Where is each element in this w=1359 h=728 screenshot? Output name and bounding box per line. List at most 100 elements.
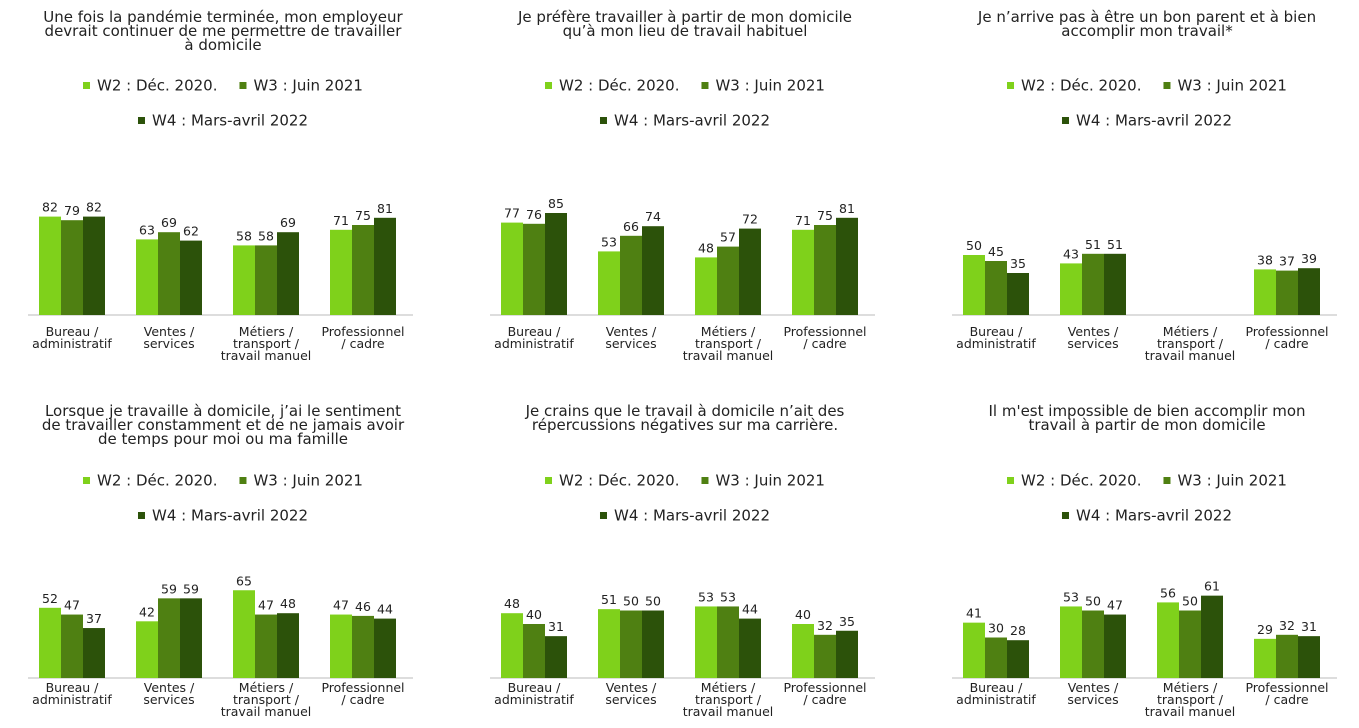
- data-label: 75: [817, 208, 833, 223]
- x-tick-label: Ventes / services: [1067, 324, 1119, 351]
- bar: [374, 618, 396, 678]
- data-label: 52: [42, 591, 58, 606]
- data-label: 71: [333, 213, 349, 228]
- data-label: 47: [64, 598, 80, 613]
- bar: [620, 610, 642, 678]
- legend-item: W2 : Déc. 2020.: [83, 77, 217, 95]
- bar: [39, 216, 61, 315]
- x-tick-label: Bureau / administratif: [32, 680, 112, 707]
- bar: [814, 634, 836, 678]
- data-label: 71: [795, 213, 811, 228]
- legend-label: W4 : Mars-avril 2022: [1076, 507, 1232, 525]
- bar: [1298, 268, 1320, 315]
- legend-label: W2 : Déc. 2020.: [1021, 77, 1141, 95]
- chart-title: Une fois la pandémie terminée, mon emplo…: [43, 8, 403, 54]
- bar: [1082, 253, 1104, 315]
- legend-label: W4 : Mars-avril 2022: [614, 507, 770, 525]
- bar: [963, 255, 985, 315]
- legend-label: W3 : Juin 2021: [715, 77, 825, 95]
- data-label: 58: [236, 228, 252, 243]
- data-label: 56: [1160, 585, 1176, 600]
- legend-swatch: [701, 82, 709, 89]
- bar: [180, 598, 202, 678]
- legend-label: W2 : Déc. 2020.: [559, 472, 679, 490]
- legend-label: W3 : Juin 2021: [1177, 472, 1287, 490]
- data-label: 72: [742, 212, 758, 227]
- legend-item: W2 : Déc. 2020.: [1007, 77, 1141, 95]
- legend-swatch: [239, 82, 247, 89]
- legend-item: W2 : Déc. 2020.: [1007, 472, 1141, 490]
- legend-label: W3 : Juin 2021: [1177, 77, 1287, 95]
- legend-swatch: [1007, 82, 1015, 89]
- x-tick-label: Bureau / administratif: [494, 324, 574, 351]
- data-label: 51: [1107, 237, 1123, 252]
- data-label: 61: [1204, 579, 1220, 594]
- data-label: 53: [1063, 589, 1079, 604]
- legend-item: W2 : Déc. 2020.: [83, 472, 217, 490]
- data-label: 31: [548, 619, 564, 634]
- data-label: 29: [1257, 622, 1273, 637]
- legend-swatch: [137, 512, 145, 519]
- legend-item: W3 : Juin 2021: [1163, 77, 1287, 95]
- data-label: 30: [988, 621, 1004, 636]
- x-tick-label: Métiers / transport / travail manuel: [1145, 680, 1236, 719]
- data-label: 53: [720, 589, 736, 604]
- data-label: 69: [280, 215, 296, 230]
- legend-item: W4 : Mars-avril 2022: [1061, 507, 1232, 525]
- legend-item: W4 : Mars-avril 2022: [599, 112, 770, 130]
- bar: [717, 606, 739, 678]
- legend-item: W4 : Mars-avril 2022: [599, 507, 770, 525]
- bar: [1179, 610, 1201, 678]
- legend-item: W4 : Mars-avril 2022: [137, 112, 308, 130]
- bar: [330, 229, 352, 315]
- data-label: 58: [258, 228, 274, 243]
- legend-label: W3 : Juin 2021: [253, 77, 363, 95]
- data-label: 85: [548, 196, 564, 211]
- data-label: 62: [183, 224, 199, 239]
- bar: [158, 598, 180, 678]
- bar: [1201, 595, 1223, 678]
- legend-label: W3 : Juin 2021: [715, 472, 825, 490]
- bar: [1060, 606, 1082, 678]
- data-label: 79: [64, 203, 80, 218]
- data-label: 35: [1010, 256, 1026, 271]
- chart: Je préfère travailler à partir de mon do…: [490, 8, 875, 363]
- legend-swatch: [83, 477, 91, 484]
- chart-title: Je préfère travailler à partir de mon do…: [517, 8, 852, 40]
- x-tick-label: Professionnel / cadre: [321, 680, 404, 707]
- x-tick-label: Ventes / services: [143, 680, 195, 707]
- data-label: 37: [1279, 254, 1295, 269]
- legend-swatch: [599, 117, 607, 124]
- x-tick-label: Ventes / services: [605, 324, 657, 351]
- chart-title: Je n’arrive pas à être un bon parent et …: [977, 8, 1316, 40]
- data-label: 50: [966, 238, 982, 253]
- chart: Je crains que le travail à domicile n’ai…: [490, 402, 875, 719]
- data-label: 42: [139, 604, 155, 619]
- bar: [695, 606, 717, 678]
- legend-label: W4 : Mars-avril 2022: [614, 112, 770, 130]
- legend-item: W3 : Juin 2021: [701, 77, 825, 95]
- bar: [545, 636, 567, 678]
- data-label: 48: [280, 596, 296, 611]
- bar: [277, 232, 299, 315]
- bar: [136, 239, 158, 315]
- bar: [158, 232, 180, 315]
- legend-item: W3 : Juin 2021: [239, 472, 363, 490]
- bar: [233, 590, 255, 678]
- legend-item: W4 : Mars-avril 2022: [1061, 112, 1232, 130]
- legend-label: W3 : Juin 2021: [253, 472, 363, 490]
- data-label: 35: [839, 614, 855, 629]
- x-tick-label: Professionnel / cadre: [1245, 680, 1328, 707]
- data-label: 50: [645, 594, 661, 609]
- data-label: 46: [355, 599, 371, 614]
- bar: [1104, 614, 1126, 678]
- data-label: 41: [966, 606, 982, 621]
- data-label: 65: [236, 573, 252, 588]
- legend-label: W2 : Déc. 2020.: [97, 472, 217, 490]
- bar: [501, 613, 523, 678]
- legend-label: W2 : Déc. 2020.: [559, 77, 679, 95]
- chart-title: Je crains que le travail à domicile n’ai…: [525, 402, 845, 434]
- legend-swatch: [545, 477, 553, 484]
- bar: [985, 637, 1007, 678]
